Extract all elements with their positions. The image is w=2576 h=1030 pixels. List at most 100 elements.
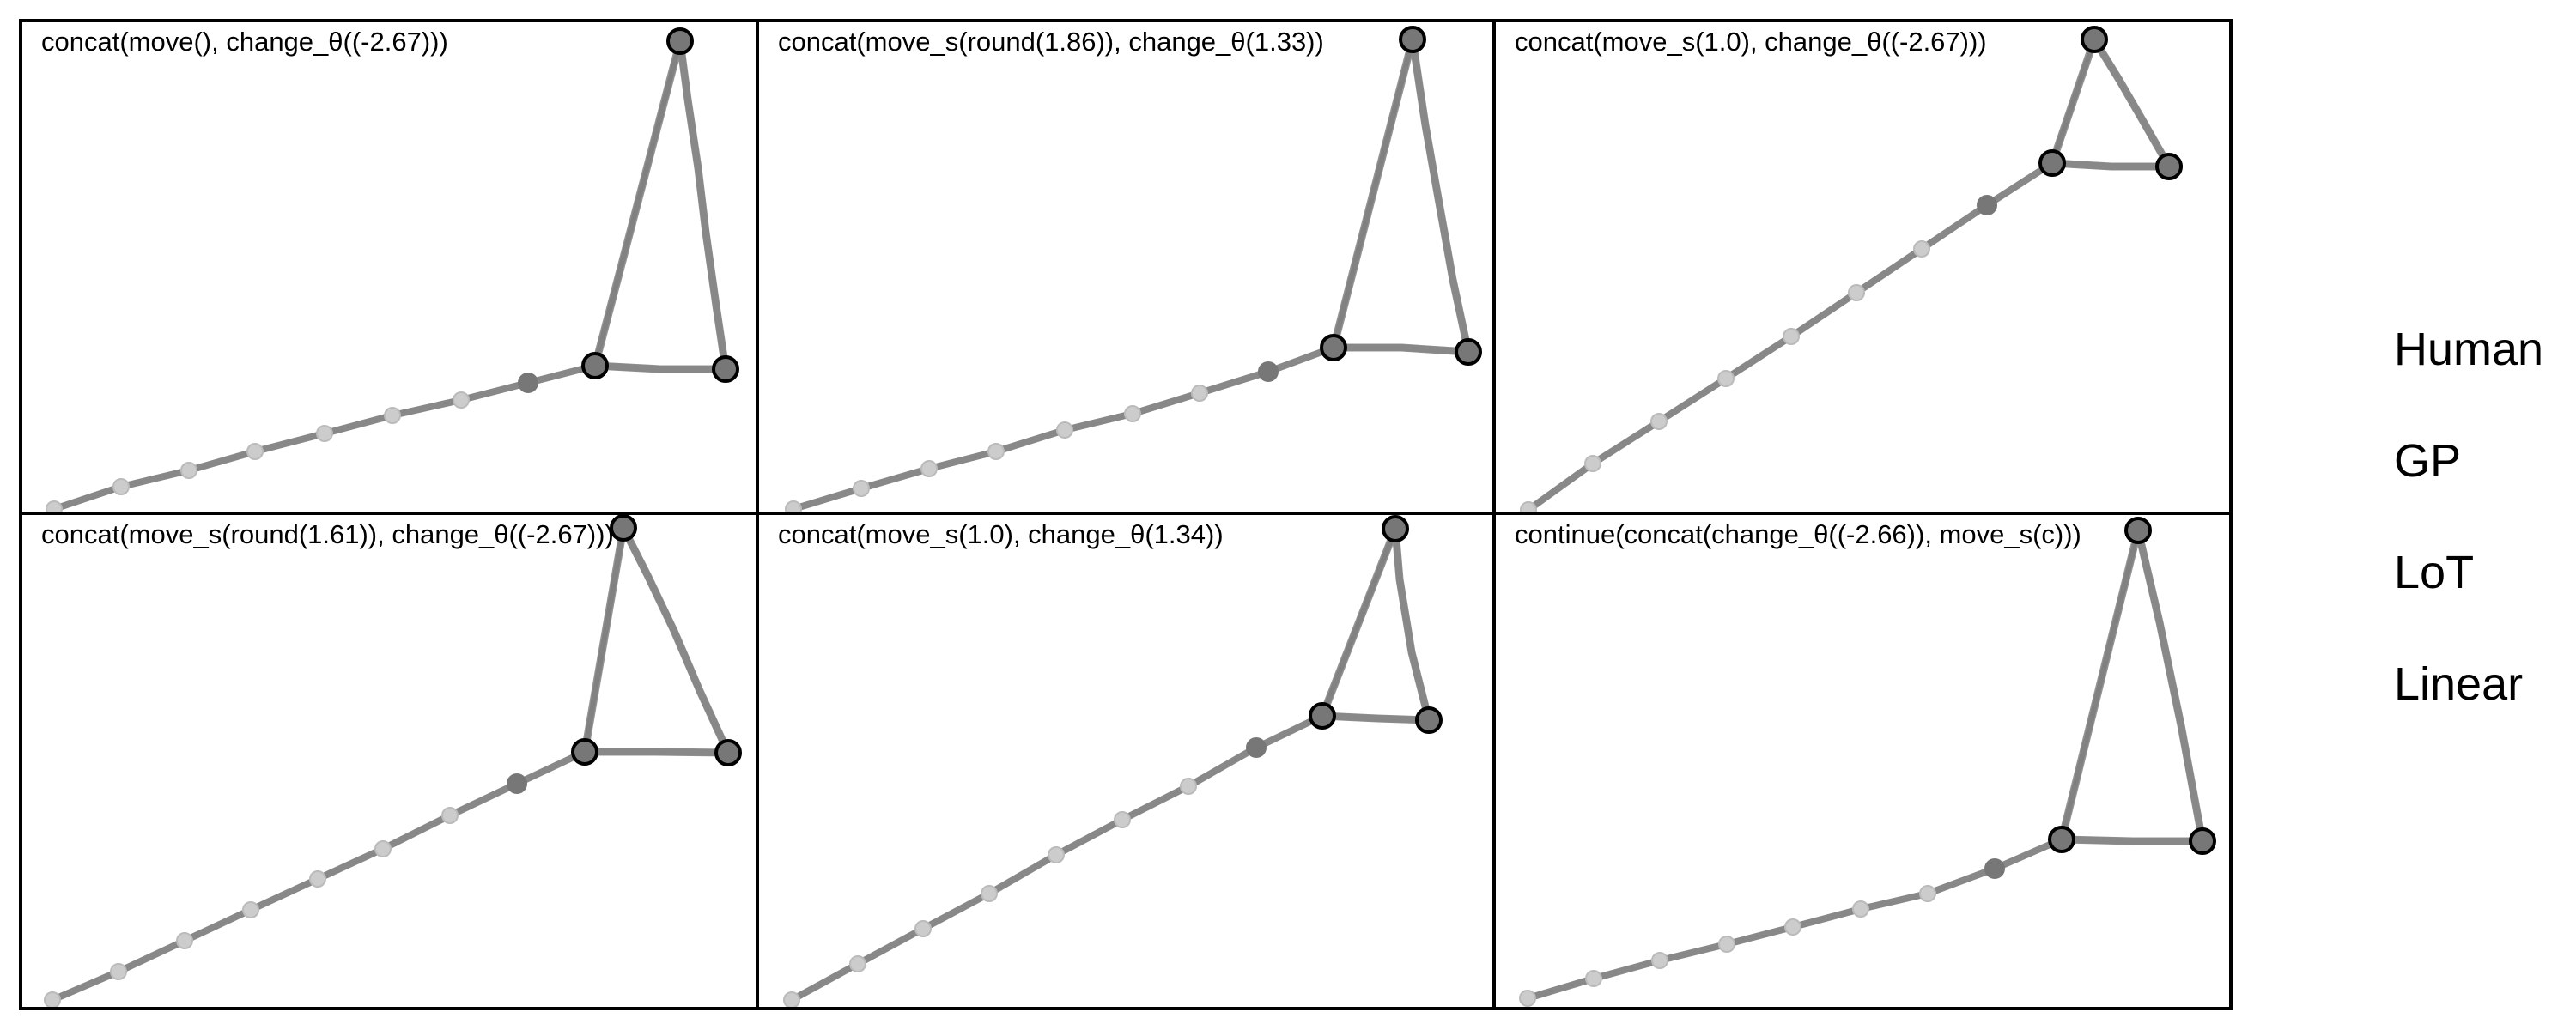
model-path bbox=[49, 524, 732, 1003]
trail-point bbox=[1783, 328, 1800, 345]
trail-point-last bbox=[507, 773, 527, 794]
trajectory-plot bbox=[1520, 26, 2183, 512]
panel-title: concat(move_s(round(1.61)), change_θ((-2… bbox=[41, 519, 614, 549]
model-path bbox=[51, 38, 729, 512]
panel-title: concat(move_s(1.0), change_θ((-2.67))) bbox=[1515, 27, 1987, 57]
trail-point bbox=[1913, 240, 1930, 258]
corner-point bbox=[2081, 26, 2108, 53]
trail-point bbox=[1048, 846, 1065, 863]
corner-point bbox=[1455, 338, 1482, 366]
trail-point bbox=[1718, 936, 1735, 953]
trail-point bbox=[1056, 421, 1073, 439]
trail-point-last bbox=[1246, 737, 1267, 758]
trail-point bbox=[384, 407, 401, 424]
corner-point bbox=[2048, 826, 2075, 853]
trail-point bbox=[920, 460, 938, 477]
trail-point-last bbox=[518, 373, 538, 393]
panel-title: concat(move_s(1.0), change_θ(1.34)) bbox=[778, 519, 1224, 549]
trail-point bbox=[1519, 990, 1536, 1007]
model-path bbox=[1524, 527, 2206, 1002]
trajectory-plot bbox=[46, 27, 739, 512]
trail-point bbox=[44, 991, 61, 1007]
trail-point bbox=[453, 391, 470, 409]
trail-point bbox=[981, 885, 998, 902]
trail-point bbox=[309, 870, 326, 888]
trail-point bbox=[316, 425, 333, 442]
trail-point bbox=[783, 991, 800, 1007]
corner-point bbox=[581, 352, 609, 379]
trail-point bbox=[1584, 455, 1601, 472]
trail-point bbox=[1651, 952, 1668, 969]
trajectory-plot bbox=[1519, 517, 2216, 1007]
trail-point bbox=[914, 920, 932, 937]
panel-title: concat(move_s(round(1.86)), change_θ(1.3… bbox=[778, 27, 1324, 57]
trail-point bbox=[1585, 970, 1602, 987]
panel-3: concat(move_s(1.0), change_θ((-2.67))) bbox=[1492, 19, 2233, 515]
corner-point bbox=[1415, 706, 1443, 734]
panel-6: continue(concat(change_θ((-2.66)), move_… bbox=[1492, 512, 2233, 1010]
model-path bbox=[788, 525, 1432, 1003]
corner-point bbox=[2038, 149, 2066, 177]
model-shape-path bbox=[2048, 35, 2173, 171]
trail-point bbox=[1784, 918, 1801, 936]
corner-point bbox=[1320, 334, 1347, 361]
corner-point bbox=[2189, 827, 2216, 855]
trail-point bbox=[1650, 413, 1668, 430]
panel-title: continue(concat(change_θ((-2.66)), move_… bbox=[1515, 519, 2081, 549]
trail-point bbox=[1180, 778, 1197, 795]
trail-point bbox=[987, 443, 1005, 460]
corner-point bbox=[1382, 515, 1409, 542]
legend-lot: LoT bbox=[2394, 547, 2475, 598]
model-shape-path bbox=[1329, 35, 1473, 356]
trail-point bbox=[242, 901, 259, 918]
model-shape-path bbox=[2057, 526, 2207, 845]
trail-point-last bbox=[1977, 195, 1997, 215]
trail-point bbox=[1124, 405, 1141, 422]
corner-point bbox=[714, 739, 742, 766]
panel-4: concat(move_s(round(1.61)), change_θ((-2… bbox=[19, 512, 759, 1010]
model-path bbox=[790, 36, 1472, 512]
legend-human: Human bbox=[2394, 324, 2544, 375]
trajectory-plot bbox=[44, 515, 742, 1007]
panel-title: concat(move(), change_θ((-2.67))) bbox=[41, 27, 448, 57]
model-shape-path bbox=[1318, 524, 1433, 724]
trail-point bbox=[1919, 885, 1936, 902]
corner-point bbox=[1309, 702, 1336, 730]
corner-point bbox=[2155, 153, 2183, 180]
trail-point bbox=[1520, 501, 1537, 512]
human-path bbox=[2059, 528, 2205, 844]
panel-5: concat(move_s(1.0), change_θ(1.34)) bbox=[756, 512, 1496, 1010]
model-shape-path bbox=[580, 524, 732, 757]
trail-point bbox=[1848, 284, 1865, 301]
trajectory-plot bbox=[783, 515, 1443, 1007]
trail-point-last bbox=[1984, 858, 2005, 879]
trail-point bbox=[853, 480, 870, 497]
trail-point bbox=[110, 963, 127, 980]
trail-point bbox=[246, 443, 264, 460]
panel-1: concat(move(), change_θ((-2.67))) bbox=[19, 19, 759, 515]
trail-point bbox=[1852, 900, 1869, 918]
corner-point bbox=[571, 738, 598, 766]
trajectory-plot bbox=[785, 26, 1482, 512]
trail-point bbox=[785, 500, 802, 512]
human-path bbox=[1320, 526, 1431, 723]
lot-path bbox=[2058, 527, 2206, 845]
trail-point bbox=[1114, 811, 1131, 828]
corner-point bbox=[610, 515, 637, 542]
trail-point bbox=[46, 500, 63, 512]
legend-gp: GP bbox=[2394, 435, 2462, 487]
trail-point bbox=[1191, 385, 1208, 402]
trail-point bbox=[849, 955, 866, 972]
corner-point bbox=[1399, 26, 1426, 53]
legend: Human GP LoT Linear bbox=[2394, 318, 2543, 764]
panel-grid: concat(move(), change_θ((-2.67))) concat… bbox=[19, 19, 2234, 1010]
model-shape-path bbox=[591, 37, 730, 373]
lot-path bbox=[1319, 525, 1432, 724]
trail-point bbox=[1717, 370, 1735, 387]
trail-point-last bbox=[1258, 361, 1279, 382]
trail-point bbox=[176, 932, 193, 949]
trail-point bbox=[374, 840, 392, 857]
panel-2: concat(move_s(round(1.86)), change_θ(1.3… bbox=[756, 19, 1496, 515]
legend-linear: Linear bbox=[2394, 658, 2524, 710]
trail-point bbox=[112, 478, 130, 495]
